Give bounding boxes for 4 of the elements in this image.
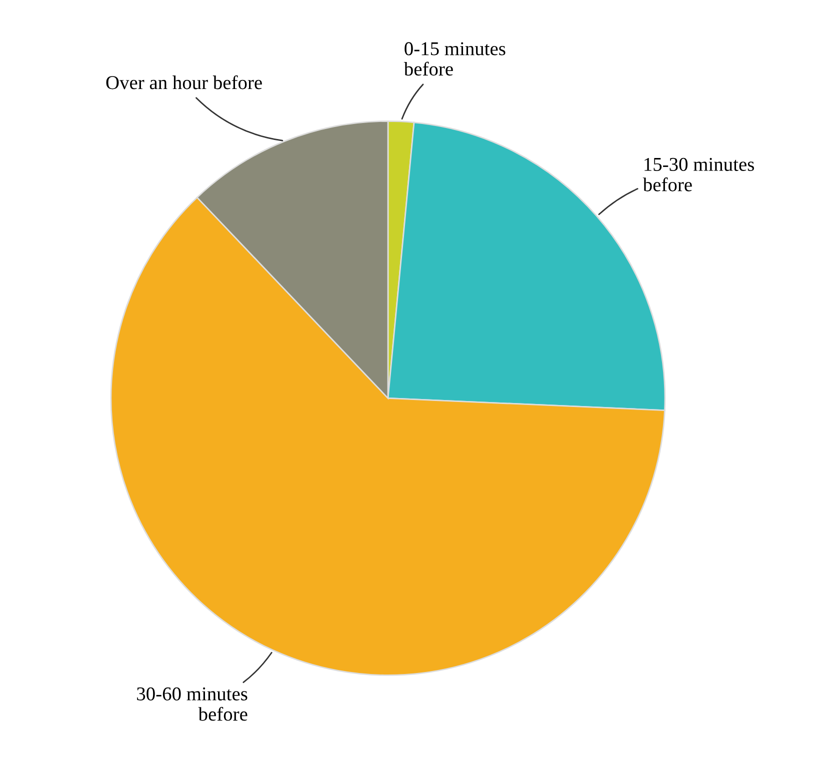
slice-label: 0-15 minutes before [404, 42, 506, 76]
slice-label: Over an hour before [106, 75, 262, 90]
slice-label: 30-60 minutes before [137, 687, 248, 721]
slice-label: 15-30 minutes before [642, 158, 754, 192]
